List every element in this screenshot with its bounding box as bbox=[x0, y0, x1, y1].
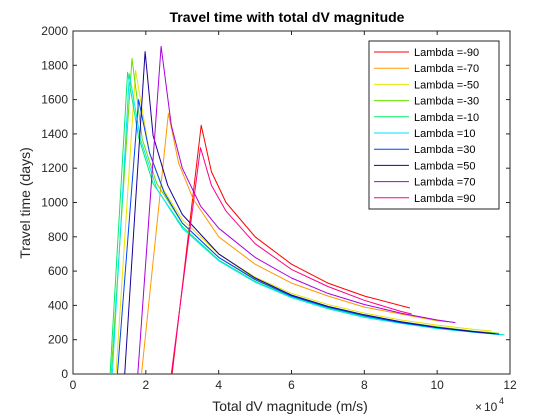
legend-entry-label: Lambda =90 bbox=[414, 193, 475, 205]
x-axis-multiplier: × 10 4 bbox=[475, 396, 504, 414]
series-line bbox=[124, 51, 496, 375]
series-line bbox=[141, 112, 449, 375]
legend-entry-label: Lambda =30 bbox=[414, 144, 475, 156]
x-tick-label: 2 bbox=[142, 378, 149, 392]
legend: Lambda =-90 Lambda =-70 Lambda =-50 Lambda … bbox=[368, 40, 500, 210]
y-tick-label: 1000 bbox=[41, 196, 68, 210]
legend-entry-label: Lambda =70 bbox=[414, 177, 475, 189]
legend-entry-label: Lambda =-90 bbox=[414, 47, 479, 59]
series-line bbox=[170, 147, 412, 375]
y-tick-label: 800 bbox=[48, 230, 68, 244]
x-multiplier-exponent: 4 bbox=[499, 396, 504, 406]
legend-entry-label: Lambda =-30 bbox=[414, 96, 479, 108]
legend-entry-label: Lambda =-70 bbox=[414, 63, 479, 75]
x-tick-label: 12 bbox=[503, 378, 517, 392]
x-multiplier-base: 10 bbox=[484, 400, 498, 414]
x-tick-label: 10 bbox=[430, 378, 444, 392]
legend-entry-label: Lambda =50 bbox=[414, 160, 475, 172]
y-tick-label: 400 bbox=[48, 298, 68, 312]
y-axis-label: Travel time (days) bbox=[17, 147, 33, 259]
y-tick-label: 1600 bbox=[41, 93, 68, 107]
series-line bbox=[171, 124, 411, 375]
x-tick-label: 0 bbox=[70, 378, 77, 392]
y-tick-label: 1400 bbox=[41, 127, 68, 141]
x-axis-label: Total dV magnitude (m/s) bbox=[212, 398, 368, 414]
y-tick-label: 200 bbox=[48, 333, 68, 347]
x-multiplier-symbol: × bbox=[475, 400, 482, 414]
y-tick-label: 600 bbox=[48, 264, 68, 278]
y-tick-label: 1200 bbox=[41, 161, 68, 175]
series-line bbox=[137, 45, 456, 375]
y-tick-label: 0 bbox=[61, 367, 68, 381]
legend-box bbox=[368, 40, 500, 210]
legend-entry-label: Lambda =-10 bbox=[414, 112, 479, 124]
legend-entry-label: Lambda =10 bbox=[414, 128, 475, 140]
x-tick-label: 4 bbox=[215, 378, 222, 392]
legend-entry-label: Lambda =-50 bbox=[414, 79, 479, 91]
x-tick-label: 8 bbox=[361, 378, 368, 392]
x-tick-label: 6 bbox=[288, 378, 295, 392]
y-tick-label: 1800 bbox=[41, 58, 68, 72]
series-line bbox=[111, 73, 503, 375]
chart-title: Travel time with total dV magnitude bbox=[170, 9, 405, 25]
y-tick-label: 2000 bbox=[41, 24, 68, 38]
